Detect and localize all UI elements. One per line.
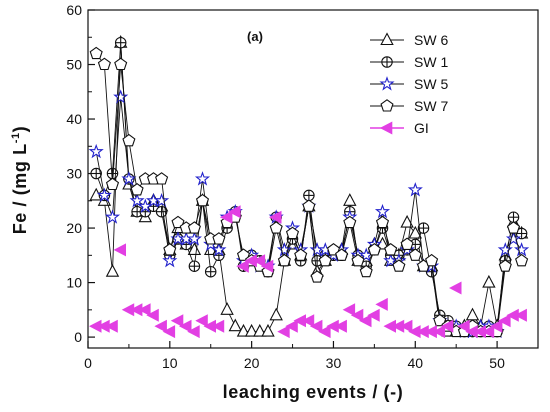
series-sw-5 [89, 90, 529, 338]
y-tick-label: 30 [66, 166, 82, 182]
x-tick-label: 20 [244, 355, 260, 371]
data-point-sw-6 [466, 308, 479, 321]
data-point-sw-7 [106, 177, 119, 191]
y-axis-title: Fe / (mg L-1) [10, 126, 30, 235]
data-point-sw-7 [376, 215, 389, 229]
data-point-sw-5 [375, 204, 390, 218]
legend-item-sw-1: SW 1 [370, 54, 448, 70]
x-axis: 0 10 20 30 40 50 [84, 341, 505, 371]
x-tick-label: 10 [162, 355, 178, 371]
x-tick-label: 40 [407, 355, 423, 371]
legend-marker [380, 32, 394, 46]
data-point-sw-5 [89, 144, 103, 158]
data-point-sw-7 [89, 46, 103, 60]
legend: SW 6 SW 1 SW 5 SW 7 GI [370, 32, 448, 136]
plot-frame [87, 9, 539, 349]
legend-label: SW 5 [414, 76, 448, 92]
data-point-sw-5 [105, 210, 120, 223]
legend-item-gi: GI [370, 120, 429, 136]
data-point-gi [171, 314, 184, 328]
y-axis-title-main: Fe / (mg L [10, 143, 30, 234]
data-point-sw-7 [277, 254, 291, 267]
y-tick-label: 60 [66, 2, 82, 18]
legend-item-sw-5: SW 5 [370, 76, 448, 92]
data-point-sw-6 [228, 319, 242, 332]
legend-label: SW 6 [414, 32, 448, 48]
data-point-sw-6 [106, 264, 119, 277]
data-point-sw-1 [114, 36, 127, 49]
data-point-gi [195, 314, 208, 328]
y-tick-label: 10 [66, 275, 82, 291]
legend-label: SW 7 [414, 98, 448, 114]
data-point-sw-7 [114, 57, 128, 71]
data-point-sw-6 [220, 302, 234, 315]
legend-item-sw-7: SW 7 [370, 98, 448, 114]
series-layer [89, 35, 529, 338]
panel-label: (a) [247, 29, 263, 44]
data-point-sw-6 [269, 308, 283, 321]
x-tick-label: 50 [489, 355, 505, 371]
legend-marker [380, 77, 394, 90]
legend-marker [380, 121, 393, 135]
data-point-sw-1 [507, 211, 520, 223]
series-sw-6 [89, 35, 528, 337]
data-point-sw-7 [269, 221, 283, 234]
data-point-sw-7 [425, 254, 439, 267]
data-point-sw-7 [515, 254, 529, 267]
legend-label: SW 1 [414, 54, 448, 70]
data-point-sw-7 [97, 57, 111, 71]
data-point-gi [375, 298, 388, 311]
data-point-sw-1 [188, 260, 201, 272]
y-axis-title-tail: ) [10, 126, 30, 133]
legend-item-sw-6: SW 6 [370, 32, 448, 48]
y-tick-label: 20 [66, 220, 82, 236]
data-point-sw-7 [155, 172, 169, 185]
x-axis-title: leaching events / (-) [223, 382, 404, 402]
data-point-gi [449, 281, 462, 295]
legend-marker [380, 99, 394, 112]
y-axis-title-superscript: -1 [10, 132, 22, 143]
data-point-gi [154, 319, 167, 333]
data-point-sw-7 [286, 226, 299, 240]
data-point-sw-7 [163, 243, 177, 256]
y-tick-label: 50 [66, 57, 82, 73]
data-point-gi [113, 243, 126, 257]
x-tick-label: 30 [326, 355, 342, 371]
legend-marker [381, 56, 393, 68]
data-point-sw-7 [343, 215, 357, 229]
data-point-sw-6 [343, 193, 357, 206]
legend-label: GI [414, 120, 429, 136]
y-axis: 0 10 20 30 40 50 60 [66, 2, 95, 345]
series-gi [89, 205, 527, 338]
data-point-sw-7 [196, 194, 209, 207]
data-point-sw-6 [261, 324, 275, 337]
data-point-gi [342, 303, 356, 317]
data-point-sw-6 [482, 275, 496, 288]
y-tick-label: 40 [66, 111, 82, 127]
x-tick-label: 0 [84, 355, 92, 371]
data-point-sw-1 [204, 265, 217, 278]
data-point-sw-7 [302, 199, 316, 212]
y-tick-label: 0 [74, 329, 82, 345]
